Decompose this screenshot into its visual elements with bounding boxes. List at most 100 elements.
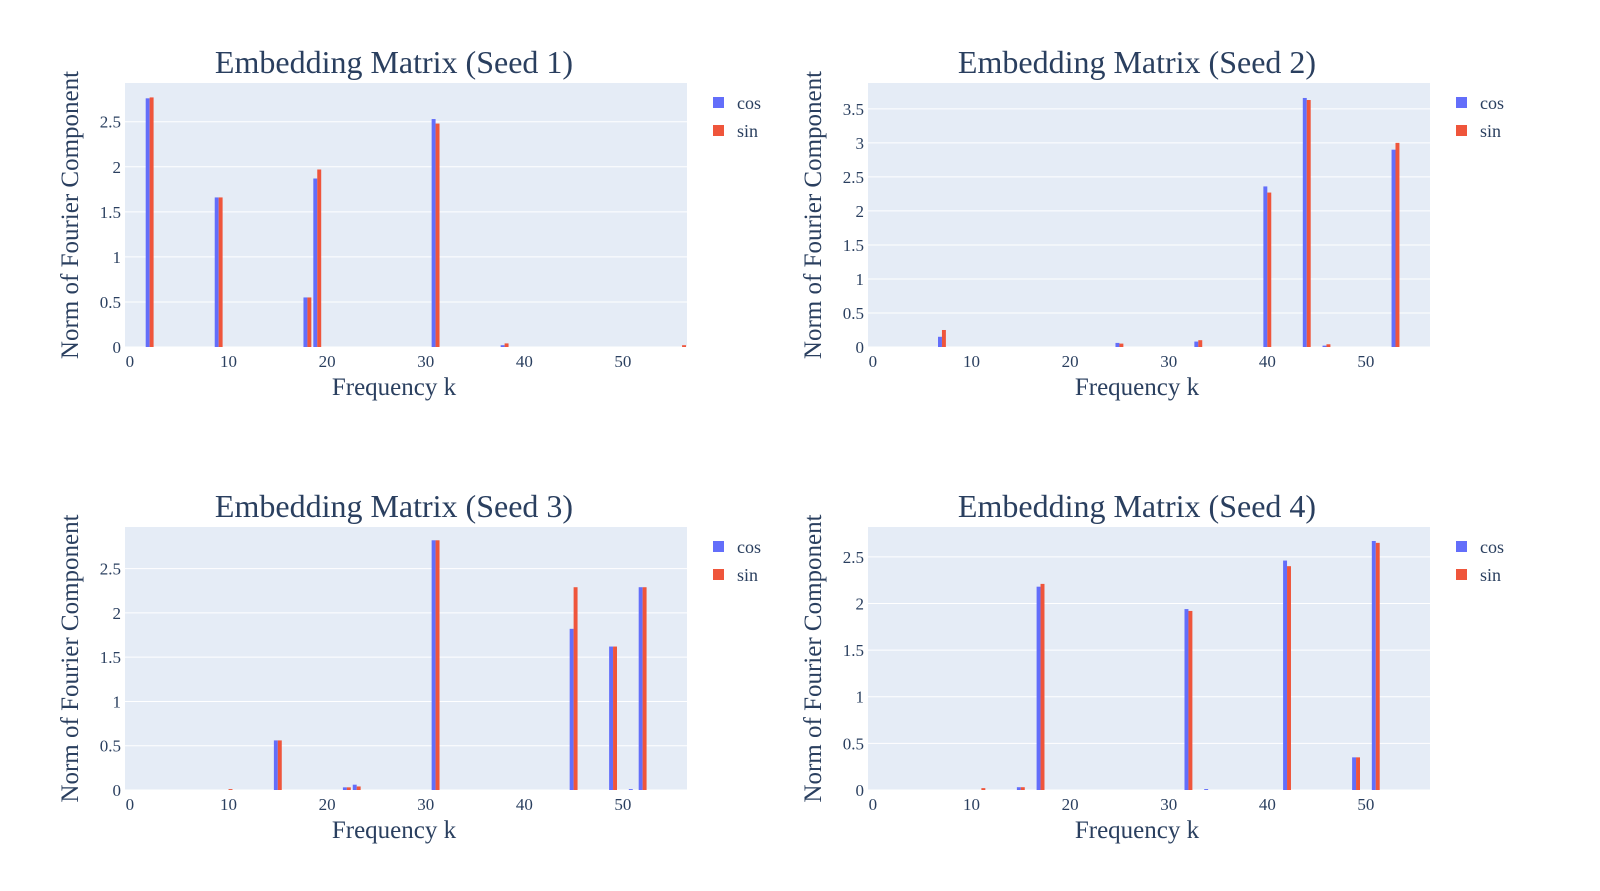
legend-label: cos [737,537,761,557]
bar [1267,192,1272,347]
bar [435,123,440,347]
bar [149,97,154,347]
bar [346,787,351,790]
bar [342,787,347,790]
y-tick-label: 1.5 [843,641,864,660]
y-tick-label: 0 [856,338,865,357]
x-tick-label: 20 [319,795,336,814]
bar [228,789,233,790]
x-axis-label: Frequency k [1075,374,1200,401]
legend-swatch [1456,569,1467,580]
y-tick-label: 1 [113,692,122,711]
x-tick-label: 30 [417,795,434,814]
x-axis-label: Frequency k [1075,817,1200,844]
legend-label: sin [1480,121,1501,141]
x-tick-label: 20 [319,352,336,371]
bar [1119,343,1124,347]
bar [609,646,614,790]
y-tick-label: 1 [856,688,865,707]
bar [303,297,308,347]
x-tick-label: 0 [869,352,878,371]
y-tick-label: 0 [113,781,122,800]
legend-label: cos [1480,537,1504,557]
legend-label: sin [1480,565,1501,585]
bar [1184,609,1189,790]
x-tick-label: 50 [1357,795,1374,814]
x-tick-label: 0 [126,352,135,371]
y-axis-label: Norm of Fourier Component [57,514,84,802]
x-tick-label: 30 [1160,795,1177,814]
bar [431,119,436,347]
bar [1115,342,1120,347]
x-tick-label: 50 [1357,352,1374,371]
y-axis-label: Norm of Fourier Component [800,514,827,802]
y-tick-label: 0.5 [843,304,864,323]
chart-title: Embedding Matrix (Seed 1) [215,44,573,80]
y-tick-label: 2 [856,202,865,221]
y-tick-label: 1 [856,270,865,289]
x-axis-label: Frequency k [332,374,457,401]
y-tick-label: 0.5 [843,734,864,753]
x-tick-label: 30 [1160,352,1177,371]
bar [313,178,318,347]
bar [1287,566,1291,790]
chart-title: Embedding Matrix (Seed 2) [958,44,1316,80]
bar [569,628,574,790]
bar [573,587,578,790]
bar [1375,542,1380,790]
bar [1040,583,1045,790]
legend-swatch [713,125,724,136]
y-tick-label: 1.5 [843,236,864,255]
bar [1371,540,1376,790]
y-tick-label: 3.5 [843,100,864,119]
x-tick-label: 40 [1259,795,1276,814]
chart-title: Embedding Matrix (Seed 3) [215,488,573,524]
legend-swatch [1456,97,1467,108]
bar [1395,142,1400,347]
bar [1198,340,1203,347]
bar [504,343,509,347]
legend-swatch [713,97,724,108]
x-tick-label: 10 [220,795,237,814]
legend-label: cos [1480,93,1504,113]
y-tick-label: 2.5 [843,168,864,187]
bar [1356,757,1360,790]
x-tick-label: 20 [1062,352,1079,371]
y-tick-label: 2.5 [100,113,121,132]
plot-background [868,527,1430,790]
bar [938,336,942,347]
bar [307,297,312,347]
x-axis-label: Frequency k [332,817,457,844]
chart-title: Embedding Matrix (Seed 4) [958,488,1316,524]
bar [214,197,219,347]
x-tick-label: 40 [516,795,533,814]
bar [352,784,357,790]
x-tick-label: 40 [1259,352,1276,371]
bar [682,345,687,347]
bar [941,329,946,347]
plot-background [125,527,687,790]
bar [1036,586,1041,790]
y-tick-label: 2 [113,604,122,623]
x-tick-label: 50 [614,795,631,814]
bar [1016,787,1021,790]
bar [145,98,150,347]
plot-background [868,83,1430,347]
y-tick-label: 0.5 [100,293,121,312]
y-tick-label: 3 [856,134,865,153]
y-tick-label: 2 [113,158,122,177]
bar [1352,757,1357,790]
y-tick-label: 2.5 [100,560,121,579]
legend-label: sin [737,121,758,141]
y-tick-label: 1.5 [100,203,121,222]
bar [277,740,282,790]
legend-label: cos [737,93,761,113]
x-tick-label: 10 [963,795,980,814]
bar [981,788,986,790]
legend-swatch [713,541,724,552]
bar [628,789,633,790]
plot-background [125,83,687,347]
x-tick-label: 0 [126,795,135,814]
bar [1020,787,1025,790]
y-axis-label: Norm of Fourier Component [800,71,827,359]
